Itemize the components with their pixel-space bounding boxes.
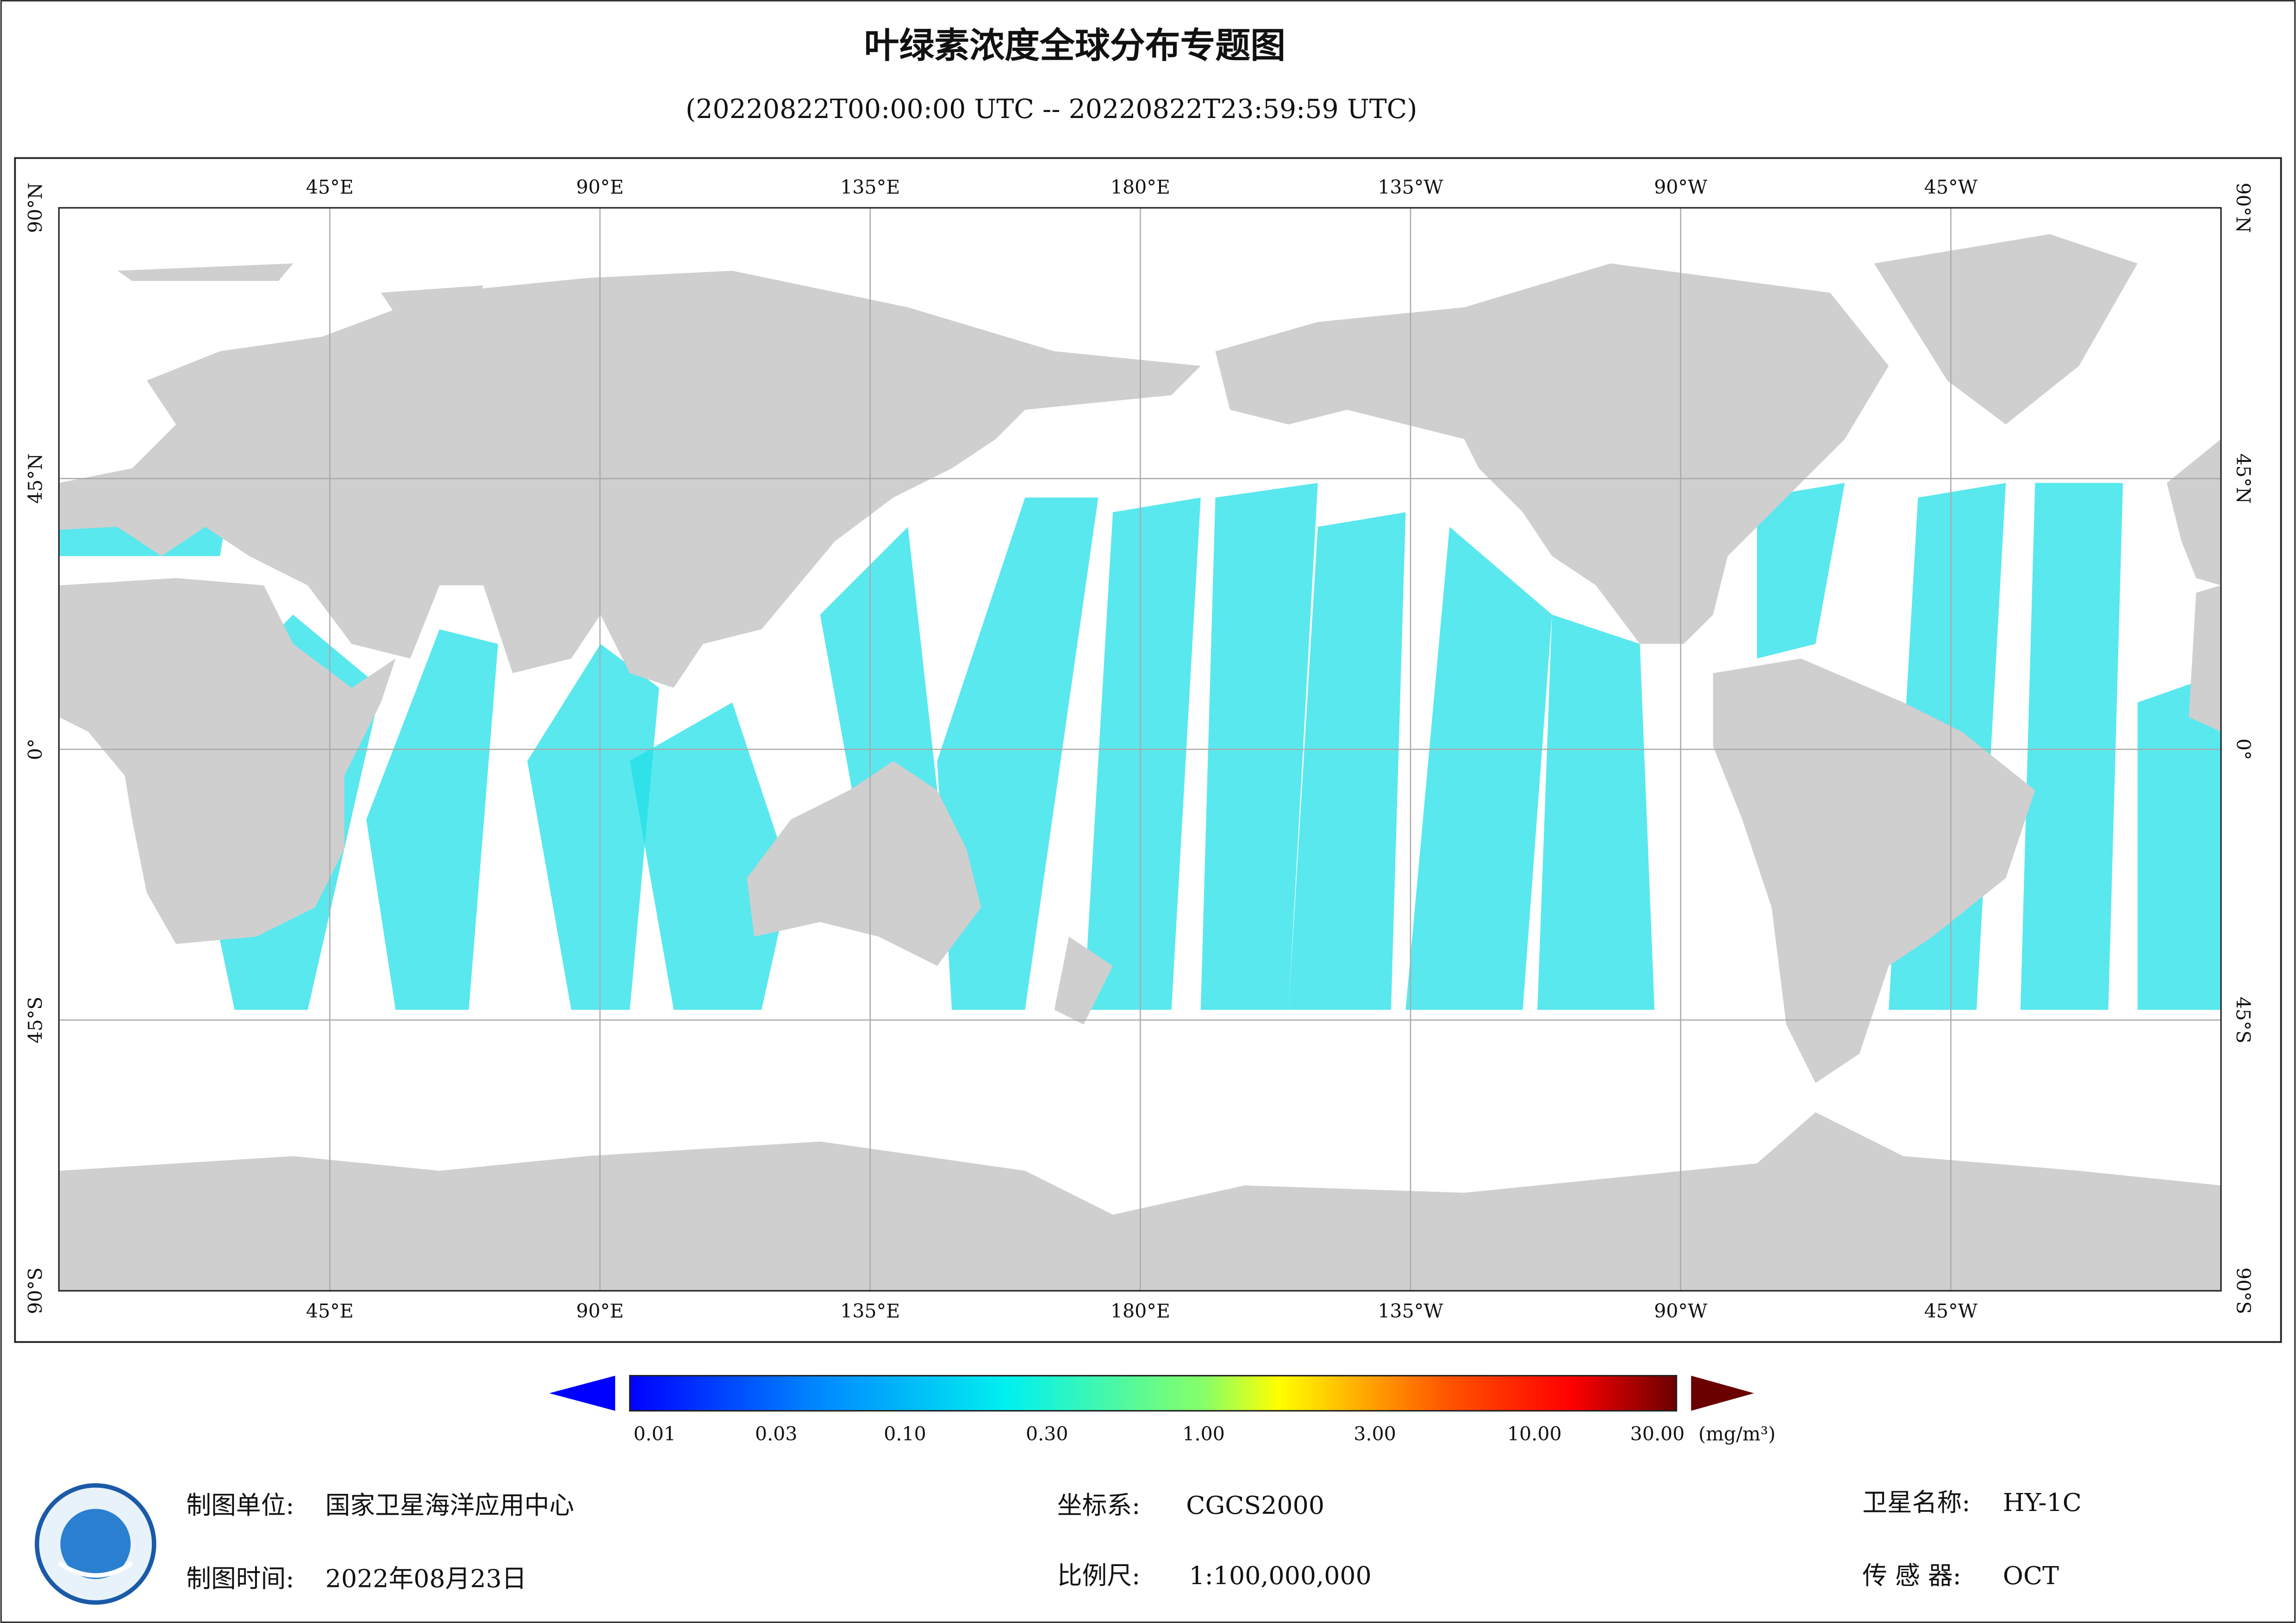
swath xyxy=(1288,512,1406,1010)
graticule-labels: 45°E 45°E 90°E 90°E 135°E 135°E 180°E 180°E 135°… xyxy=(24,176,2254,1322)
colorbar-tick-label: 0.10 xyxy=(884,1423,926,1445)
date-label: 制图时间: xyxy=(186,1564,294,1593)
lon-label-bottom: 180°E xyxy=(1111,1300,1170,1322)
colorbar-ticks: 0.01 0.03 0.10 0.30 1.00 3.00 10.00 30.00 xyxy=(634,1423,1685,1445)
lat-label-left: 0° xyxy=(24,739,46,760)
map-border xyxy=(58,207,2222,1292)
swath xyxy=(366,629,498,1010)
swath xyxy=(937,497,1098,1010)
greenland xyxy=(1874,234,2138,425)
lat-label-left: 90°N xyxy=(24,183,46,233)
title: 叶绿素浓度全球分布专题图 xyxy=(864,25,1286,66)
sensor: OCT xyxy=(2003,1561,2059,1590)
swath xyxy=(630,702,791,1010)
arctic-islands xyxy=(117,263,484,315)
swath xyxy=(1537,615,1655,1010)
lon-label-bottom: 45°E xyxy=(306,1300,354,1322)
lon-label-bottom: 90°E xyxy=(576,1300,624,1322)
logo xyxy=(35,1483,156,1605)
lon-label-top: 90°W xyxy=(1654,176,1708,198)
graticule xyxy=(59,208,2221,1291)
swath xyxy=(1200,483,1318,1010)
logo-globe xyxy=(60,1509,131,1579)
swaths xyxy=(59,468,2221,1010)
map xyxy=(59,208,2221,1291)
colorbar-tick-label: 0.01 xyxy=(634,1423,676,1445)
australia xyxy=(747,761,981,966)
date: 2022年08月23日 xyxy=(325,1564,527,1593)
africa xyxy=(59,578,396,944)
swath xyxy=(2020,483,2123,1010)
swath xyxy=(1757,483,1845,659)
crs-label: 坐标系: xyxy=(1057,1491,1140,1520)
swath xyxy=(1083,497,1201,1010)
west-europe-africa xyxy=(2166,439,2221,732)
lat-label-left: 90°S xyxy=(24,1268,46,1314)
subtitle: (20220822T00:00:00 UTC -- 20220822T23:59… xyxy=(686,94,1417,124)
lon-label-bottom: 135°E xyxy=(840,1300,900,1322)
swath xyxy=(2137,673,2221,1010)
colorbar-high-arrow xyxy=(1691,1375,1754,1411)
north-america xyxy=(1215,263,1889,644)
lon-label-bottom: 135°W xyxy=(1378,1300,1443,1322)
swath xyxy=(527,644,659,1010)
lat-label-right: 90°S xyxy=(2232,1268,2254,1314)
lon-label-top: 90°E xyxy=(576,176,624,198)
logo-wave xyxy=(57,1561,134,1578)
colorbar-tick-label: 10.00 xyxy=(1507,1423,1562,1445)
lon-label-bottom: 45°W xyxy=(1924,1300,1978,1322)
lat-label-right: 45°S xyxy=(2232,997,2254,1044)
colorbar-tick-label: 1.00 xyxy=(1182,1423,1225,1445)
lon-label-top: 180°E xyxy=(1111,176,1170,198)
eurasia xyxy=(59,271,1201,688)
lat-label-right: 0° xyxy=(2232,739,2254,760)
satellite-label: 卫星名称: xyxy=(1862,1488,1970,1517)
lat-label-left: 45°S xyxy=(24,997,46,1044)
new-zealand xyxy=(1054,936,1113,1025)
satellite: HY-1C xyxy=(2003,1488,2082,1517)
lon-label-top: 45°W xyxy=(1924,176,1978,198)
lon-label-top: 135°W xyxy=(1378,176,1443,198)
colorbar-tick-label: 0.03 xyxy=(755,1423,798,1445)
lon-label-bottom: 90°W xyxy=(1654,1300,1708,1322)
colorbar-tick-label: 3.00 xyxy=(1354,1423,1396,1445)
lat-label-right: 45°N xyxy=(2232,454,2254,504)
scale-label: 比例尺: xyxy=(1057,1561,1140,1590)
org-label: 制图单位: xyxy=(186,1491,294,1520)
colorbar-tick-label: 0.30 xyxy=(1026,1423,1068,1445)
scale: 1:100,000,000 xyxy=(1189,1561,1372,1590)
sensor-label: 传 感 器: xyxy=(1862,1561,1961,1590)
lon-label-top: 135°E xyxy=(840,176,900,198)
swath xyxy=(1405,527,1552,1010)
org: 国家卫星海洋应用中心 xyxy=(325,1491,574,1520)
lat-label-left: 45°N xyxy=(24,454,46,504)
crs: CGCS2000 xyxy=(1186,1491,1324,1520)
colorbar: 0.01 0.03 0.10 0.30 1.00 3.00 10.00 30.00 (mg/m… xyxy=(549,1374,1776,1445)
map-frame xyxy=(14,157,2282,1343)
colorbar-low-arrow xyxy=(549,1375,615,1411)
colorbar-tick-label: 30.00 xyxy=(1630,1423,1685,1445)
colorbar-unit: (mg/m³) xyxy=(1698,1423,1776,1445)
south-america xyxy=(1713,659,2035,1083)
lat-label-right: 90°N xyxy=(2232,183,2254,233)
colorbar-ramp xyxy=(629,1374,1678,1412)
lon-label-top: 45°E xyxy=(306,176,354,198)
